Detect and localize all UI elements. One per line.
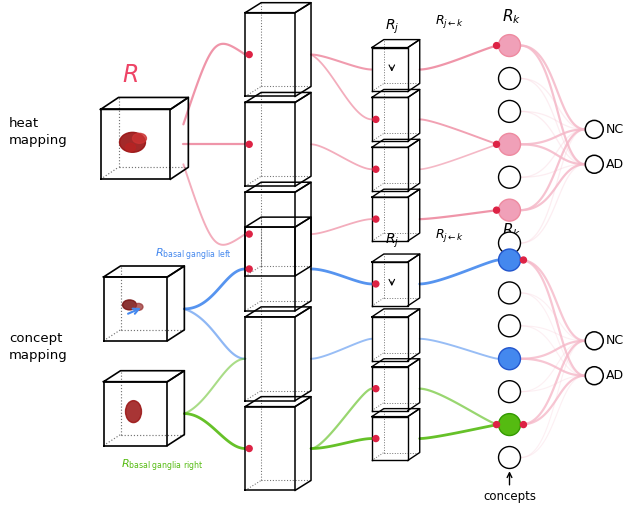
Circle shape — [499, 414, 520, 435]
Circle shape — [246, 231, 252, 237]
Circle shape — [499, 68, 520, 89]
Ellipse shape — [134, 304, 143, 311]
Circle shape — [373, 216, 379, 222]
Ellipse shape — [125, 400, 141, 423]
Circle shape — [493, 141, 500, 147]
Circle shape — [493, 422, 500, 427]
Circle shape — [373, 166, 379, 172]
Circle shape — [499, 232, 520, 254]
Circle shape — [246, 266, 252, 272]
Circle shape — [499, 446, 520, 469]
Circle shape — [373, 435, 379, 442]
Ellipse shape — [125, 143, 136, 151]
Ellipse shape — [120, 132, 145, 152]
Circle shape — [499, 315, 520, 337]
Circle shape — [493, 42, 500, 49]
Circle shape — [373, 386, 379, 391]
Circle shape — [499, 166, 520, 188]
Text: $R_k$: $R_k$ — [502, 221, 521, 240]
Text: $R_j$: $R_j$ — [385, 232, 399, 250]
Circle shape — [499, 101, 520, 122]
Circle shape — [499, 34, 520, 57]
Text: $R_{\mathrm{basal\ ganglia\ left}}$: $R_{\mathrm{basal\ ganglia\ left}}$ — [156, 247, 232, 263]
Circle shape — [520, 422, 527, 427]
Circle shape — [586, 367, 604, 385]
Text: NC: NC — [606, 123, 625, 136]
Circle shape — [373, 281, 379, 287]
Circle shape — [499, 381, 520, 403]
Circle shape — [586, 121, 604, 138]
Circle shape — [520, 257, 527, 263]
Circle shape — [586, 332, 604, 350]
Circle shape — [499, 348, 520, 370]
Text: concepts: concepts — [483, 473, 536, 504]
Text: $R_{j\leftarrow k}$: $R_{j\leftarrow k}$ — [435, 227, 464, 244]
Text: $R$: $R$ — [122, 63, 139, 87]
Text: heat
mapping: heat mapping — [9, 117, 68, 148]
Ellipse shape — [132, 133, 147, 143]
Circle shape — [499, 282, 520, 304]
Circle shape — [499, 249, 520, 271]
Circle shape — [246, 445, 252, 452]
Text: $R_{\mathrm{basal\ ganglia\ right}}$: $R_{\mathrm{basal\ ganglia\ right}}$ — [120, 458, 203, 474]
Text: concept
mapping: concept mapping — [9, 332, 68, 362]
Circle shape — [499, 199, 520, 221]
Circle shape — [586, 156, 604, 173]
Circle shape — [373, 116, 379, 122]
Text: $R_j$: $R_j$ — [385, 17, 399, 35]
Text: $R_{j\leftarrow k}$: $R_{j\leftarrow k}$ — [435, 13, 464, 30]
Circle shape — [493, 207, 500, 213]
Circle shape — [246, 51, 252, 58]
Text: AD: AD — [606, 158, 625, 171]
Circle shape — [246, 141, 252, 147]
Text: $R_k$: $R_k$ — [502, 7, 521, 25]
Circle shape — [499, 133, 520, 156]
Text: AD: AD — [606, 369, 625, 382]
Text: NC: NC — [606, 334, 625, 348]
Ellipse shape — [122, 300, 136, 310]
